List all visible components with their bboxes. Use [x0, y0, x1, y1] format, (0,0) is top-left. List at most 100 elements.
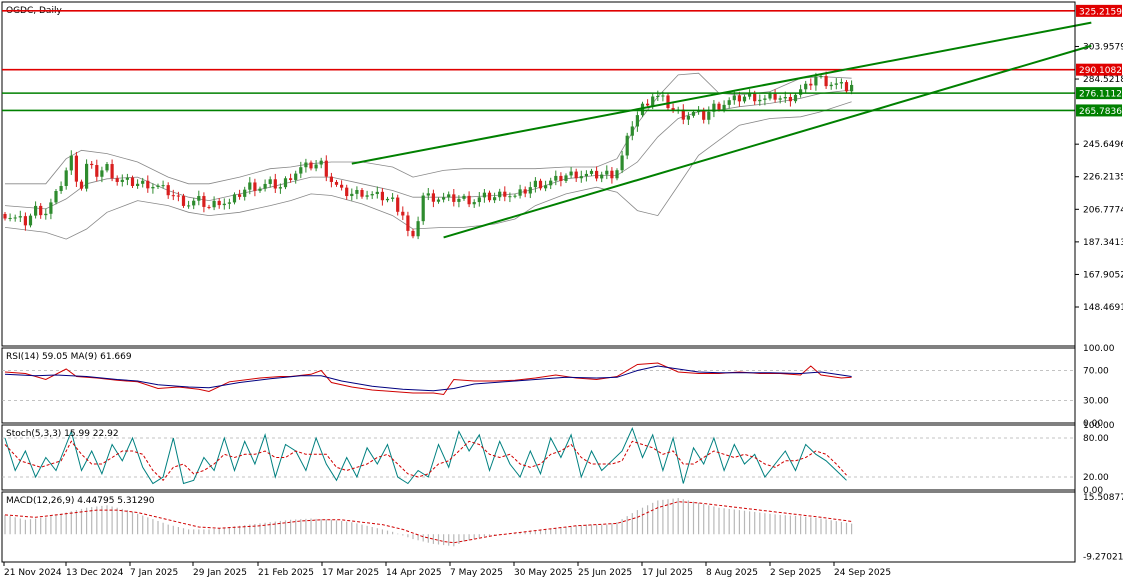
price-level-tag	[1076, 104, 1122, 117]
candle-body	[508, 196, 512, 198]
stoch-signal-line	[4, 440, 847, 482]
candle-body	[584, 173, 588, 177]
candle-body	[824, 76, 828, 87]
candle-body	[110, 164, 114, 179]
candle-body	[697, 110, 701, 112]
candle-body	[248, 182, 252, 190]
candle-body	[340, 184, 344, 188]
y-tick-label: 303.9579	[1083, 42, 1123, 52]
candle-body	[579, 176, 583, 179]
y-tick-label: 284.5218	[1083, 75, 1123, 85]
candle-body	[436, 199, 441, 202]
candle-body	[406, 215, 410, 231]
x-tick-label: 17 Jul 2025	[642, 568, 693, 578]
price-level-tag	[1076, 4, 1122, 17]
x-tick-label: 13 Dec 2024	[66, 568, 124, 578]
candle-body	[28, 215, 33, 226]
candle-body	[431, 193, 435, 202]
x-tick-label: 17 Mar 2025	[322, 568, 379, 578]
candle-body	[217, 200, 221, 206]
candle-body	[793, 94, 798, 102]
candle-body	[829, 84, 833, 87]
candle-body	[844, 82, 849, 92]
candle-body	[161, 185, 165, 187]
candle-body	[100, 170, 104, 177]
candle-body	[18, 216, 22, 218]
candle-body	[69, 155, 73, 171]
bollinger-lower	[4, 101, 852, 240]
x-tick-label: 21 Nov 2024	[4, 568, 62, 578]
candle-body	[120, 179, 124, 182]
candle-body	[212, 200, 216, 208]
candle-body	[345, 187, 349, 197]
price-level-label: 265.7836	[1079, 107, 1122, 117]
candle-body	[74, 155, 78, 182]
candle-body	[324, 160, 328, 177]
rsi-title: RSI(14) 59.05 MA(9) 61.669	[6, 352, 132, 362]
rsi-pane[interactable]: 100.00 70.00 30.00 0.00 RSI(14) 59.05 MA(9) …	[1, 344, 1115, 429]
candle-body	[130, 177, 135, 186]
candle-body	[396, 197, 400, 212]
candle-body	[763, 98, 767, 100]
candle-body	[717, 103, 721, 110]
candle-body	[503, 191, 507, 197]
pane-frame	[1, 491, 1076, 563]
pane-frame	[1, 347, 1076, 424]
macd-pane[interactable]: 15.50877 -9.27021 MACD(12,26,9) 4.44795 5.…	[1, 491, 1123, 563]
y-tick-label: 148.4691	[1083, 303, 1123, 313]
candle-body	[278, 187, 282, 189]
candle-body	[732, 95, 736, 101]
candle-body	[294, 173, 298, 180]
candle-body	[49, 202, 53, 214]
candle-body	[600, 174, 604, 179]
candle-body	[64, 170, 68, 186]
price-level-label: 290.1082	[1079, 66, 1122, 76]
candle-body	[778, 98, 782, 100]
candle-body	[273, 179, 277, 189]
rsi-tick-label: 30.00	[1083, 397, 1109, 407]
candle-body	[232, 194, 237, 203]
x-tick-label: 2 Sep 2025	[770, 568, 821, 578]
candle-body	[661, 95, 665, 97]
rsi-tick-label: 100.00	[1083, 344, 1115, 354]
price-pane[interactable]: 303.9579 284.5218 245.6496 226.2135 206.7774…	[1, 1, 1123, 347]
candle-body	[742, 96, 747, 102]
candle-body	[222, 203, 226, 206]
candle-body	[197, 196, 201, 201]
candle-body	[105, 164, 109, 171]
candle-body	[171, 195, 175, 197]
x-tick-label: 21 Feb 2025	[258, 568, 314, 578]
macd-tick-label: -9.27021	[1083, 553, 1123, 563]
price-level-label: 325.2159	[1079, 7, 1122, 17]
stoch-pane[interactable]: 100.00 80.00 20.00 0.00 Stoch(5,3,3) 15.99 2…	[1, 421, 1115, 496]
candle-body	[253, 182, 257, 191]
candle-body	[411, 230, 415, 237]
candle-body	[299, 167, 303, 174]
candle-body	[187, 205, 191, 207]
candle-body	[243, 189, 247, 197]
candle-body	[401, 211, 405, 216]
candle-body	[498, 191, 502, 198]
candle-body	[329, 176, 333, 182]
candle-body	[533, 180, 537, 188]
candle-body	[727, 100, 731, 105]
pane-frame	[1, 424, 1076, 491]
candle-body	[640, 103, 645, 116]
candle-body	[365, 195, 369, 197]
candle-body	[523, 189, 527, 194]
candle-body	[202, 196, 206, 207]
candle-body	[615, 170, 619, 179]
candle-body	[799, 89, 803, 95]
candle-body	[85, 163, 89, 189]
x-tick-label: 25 Jun 2025	[578, 568, 632, 578]
price-level-tag	[1076, 87, 1122, 100]
macd-title: MACD(12,26,9) 4.44795 5.31290	[6, 496, 155, 506]
candle-body	[702, 110, 706, 120]
candle-body	[549, 180, 553, 186]
candle-body	[314, 164, 318, 169]
candle-body	[146, 180, 150, 189]
candle-body	[375, 191, 379, 195]
x-tick-label: 24 Sep 2025	[834, 568, 891, 578]
y-tick-label: 245.6496	[1083, 140, 1123, 150]
